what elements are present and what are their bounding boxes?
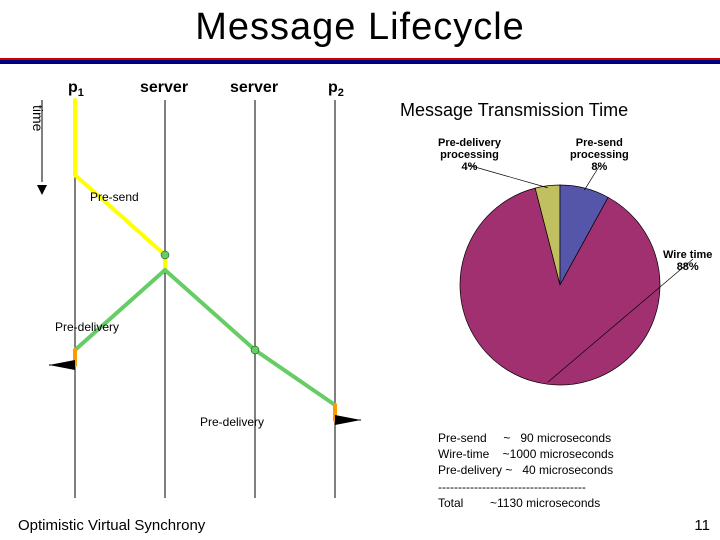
pie-label-predel: Pre-deliveryprocessing4%	[438, 137, 501, 173]
page-number: 11	[694, 517, 710, 534]
pie-label-wire: Wire time88%	[663, 249, 712, 273]
footer-left: Optimistic Virtual Synchrony	[18, 517, 205, 534]
pie-label-presend: Pre-sendprocessing8%	[570, 137, 629, 173]
timings-table: Pre-send ~ 90 microseconds Wire-time ~10…	[438, 430, 614, 511]
